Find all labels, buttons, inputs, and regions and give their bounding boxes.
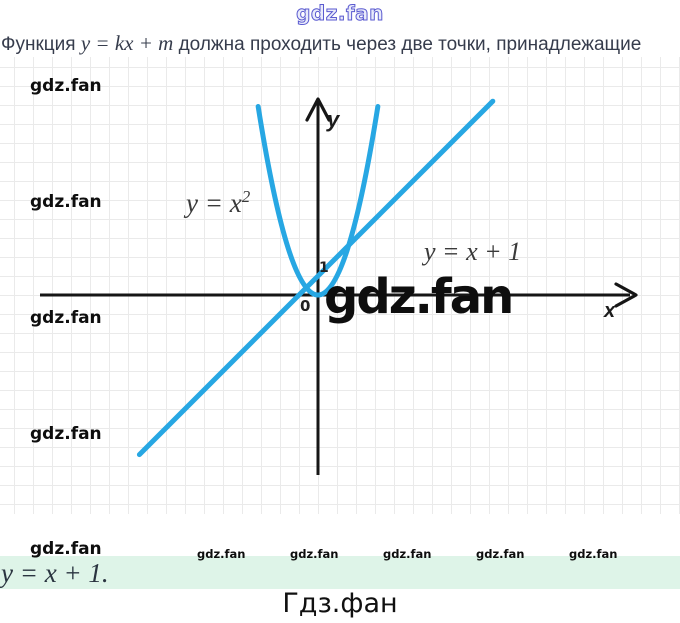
parabola-label-text: y = x — [186, 188, 242, 218]
curve-parabola — [255, 103, 381, 298]
answer-text: y = x + 1. — [1, 558, 109, 588]
x-axis-arrow-icon — [614, 282, 638, 308]
graph-area: y = x2 y = x + 1 y x 0 1 gdz.fan gdz.fan… — [0, 57, 680, 514]
watermark-left-2: gdz.fan — [30, 192, 102, 212]
problem-text-prefix: Функция — [1, 34, 81, 55]
watermark-bottom-1: gdz.fan — [197, 547, 246, 561]
y-axis-arrow-icon — [305, 97, 331, 122]
y-intercept-label: 1 — [319, 260, 329, 276]
watermark-bottom-left: gdz.fan — [30, 539, 102, 559]
watermark-bottom-4: gdz.fan — [476, 547, 525, 561]
graph-svg — [40, 97, 638, 475]
answer-highlight-bar: y = x + 1. — [0, 556, 680, 589]
x-axis-label: x — [604, 300, 616, 322]
parabola-label: y = x2 — [186, 187, 250, 219]
watermark-bottom-5: gdz.fan — [569, 547, 618, 561]
watermark-left-1: gdz.fan — [30, 76, 102, 96]
line-label: y = x + 1 — [424, 237, 522, 266]
problem-math-formula: y = kx + m — [80, 31, 174, 55]
origin-label: 0 — [300, 297, 311, 315]
watermark-bottom-3: gdz.fan — [383, 547, 432, 561]
watermark-large: gdz.fan — [324, 269, 514, 325]
watermark-left-4: gdz.fan — [30, 424, 102, 444]
watermark-bottom-2: gdz.fan — [290, 547, 339, 561]
problem-statement: Функция y = kx + m должна проходить чере… — [1, 31, 641, 56]
curve-segment — [136, 98, 496, 458]
problem-text-suffix: должна проходить через две точки, принад… — [173, 34, 642, 55]
site-logo: gdz.fan — [296, 1, 384, 26]
parabola-label-exponent: 2 — [241, 187, 251, 206]
site-footer: Гдз.фан — [282, 588, 398, 619]
y-axis-label: y — [327, 107, 340, 132]
watermark-left-3: gdz.fan — [30, 308, 102, 328]
